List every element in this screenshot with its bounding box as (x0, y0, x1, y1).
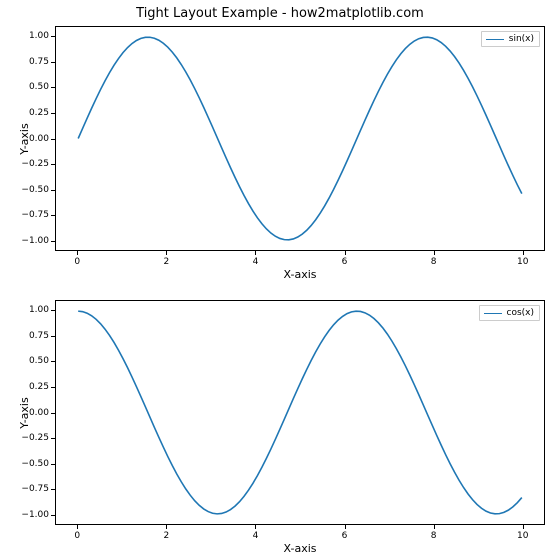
curve-cos (56, 301, 544, 524)
xlabel-bottom: X-axis (55, 542, 545, 555)
ytick-label: −0.50 (21, 459, 49, 469)
xtick-mark (345, 525, 346, 529)
legend-top: sin(x) (481, 31, 540, 47)
ytick-label: −0.25 (21, 159, 49, 169)
ytick-label: 0.50 (29, 356, 49, 366)
xtick-label: 8 (431, 257, 437, 267)
legend-label-top: sin(x) (509, 34, 534, 44)
ytick-mark (51, 62, 55, 63)
xtick-label: 10 (517, 531, 528, 541)
ytick-label: −0.75 (21, 210, 49, 220)
ytick-mark (51, 361, 55, 362)
curve-sin (56, 27, 544, 250)
ytick-mark (51, 387, 55, 388)
xtick-mark (77, 251, 78, 255)
figure-title: Tight Layout Example - how2matplotlib.co… (0, 6, 560, 21)
xtick-mark (77, 525, 78, 529)
ytick-label: 0.75 (29, 57, 49, 67)
plot-area-top: sin(x) (55, 26, 545, 251)
ytick-label: −0.75 (21, 484, 49, 494)
xtick-label: 10 (517, 257, 528, 267)
ytick-label: 0.75 (29, 331, 49, 341)
ytick-mark (51, 87, 55, 88)
ytick-label: 1.00 (29, 305, 49, 315)
xtick-label: 0 (74, 531, 80, 541)
xtick-mark (255, 251, 256, 255)
ytick-mark (51, 489, 55, 490)
ytick-mark (51, 464, 55, 465)
ytick-mark (51, 36, 55, 37)
ytick-mark (51, 336, 55, 337)
xtick-label: 4 (253, 257, 259, 267)
figure: Tight Layout Example - how2matplotlib.co… (0, 0, 560, 560)
xtick-mark (523, 251, 524, 255)
plot-area-bottom: cos(x) (55, 300, 545, 525)
ytick-mark (51, 164, 55, 165)
xtick-label: 2 (163, 257, 169, 267)
ytick-mark (51, 215, 55, 216)
ytick-label: −1.00 (21, 236, 49, 246)
xtick-mark (166, 525, 167, 529)
xtick-mark (434, 525, 435, 529)
xtick-mark (166, 251, 167, 255)
ytick-label: 0.00 (29, 408, 49, 418)
xlabel-top: X-axis (55, 268, 545, 281)
ytick-label: −1.00 (21, 510, 49, 520)
ytick-mark (51, 241, 55, 242)
legend-bottom: cos(x) (479, 305, 541, 321)
xtick-mark (523, 525, 524, 529)
ytick-mark (51, 438, 55, 439)
legend-line-icon (484, 313, 502, 314)
subplot-top: sin(x) Y-axis X-axis −1.00−0.75−0.50−0.2… (55, 26, 545, 251)
ytick-mark (51, 413, 55, 414)
ytick-mark (51, 139, 55, 140)
xtick-mark (434, 251, 435, 255)
xtick-label: 2 (163, 531, 169, 541)
xtick-label: 0 (74, 257, 80, 267)
ytick-mark (51, 310, 55, 311)
ytick-label: 1.00 (29, 31, 49, 41)
ytick-label: 0.00 (29, 134, 49, 144)
xtick-label: 6 (342, 257, 348, 267)
xtick-mark (345, 251, 346, 255)
ytick-label: −0.25 (21, 433, 49, 443)
ytick-label: 0.25 (29, 382, 49, 392)
xtick-mark (255, 525, 256, 529)
legend-line-icon (486, 39, 504, 40)
xtick-label: 8 (431, 531, 437, 541)
ytick-label: 0.25 (29, 108, 49, 118)
legend-label-bottom: cos(x) (507, 308, 535, 318)
ytick-label: −0.50 (21, 185, 49, 195)
ytick-mark (51, 190, 55, 191)
ytick-mark (51, 113, 55, 114)
ytick-mark (51, 515, 55, 516)
subplot-bottom: cos(x) Y-axis X-axis −1.00−0.75−0.50−0.2… (55, 300, 545, 525)
ytick-label: 0.50 (29, 82, 49, 92)
xtick-label: 6 (342, 531, 348, 541)
xtick-label: 4 (253, 531, 259, 541)
